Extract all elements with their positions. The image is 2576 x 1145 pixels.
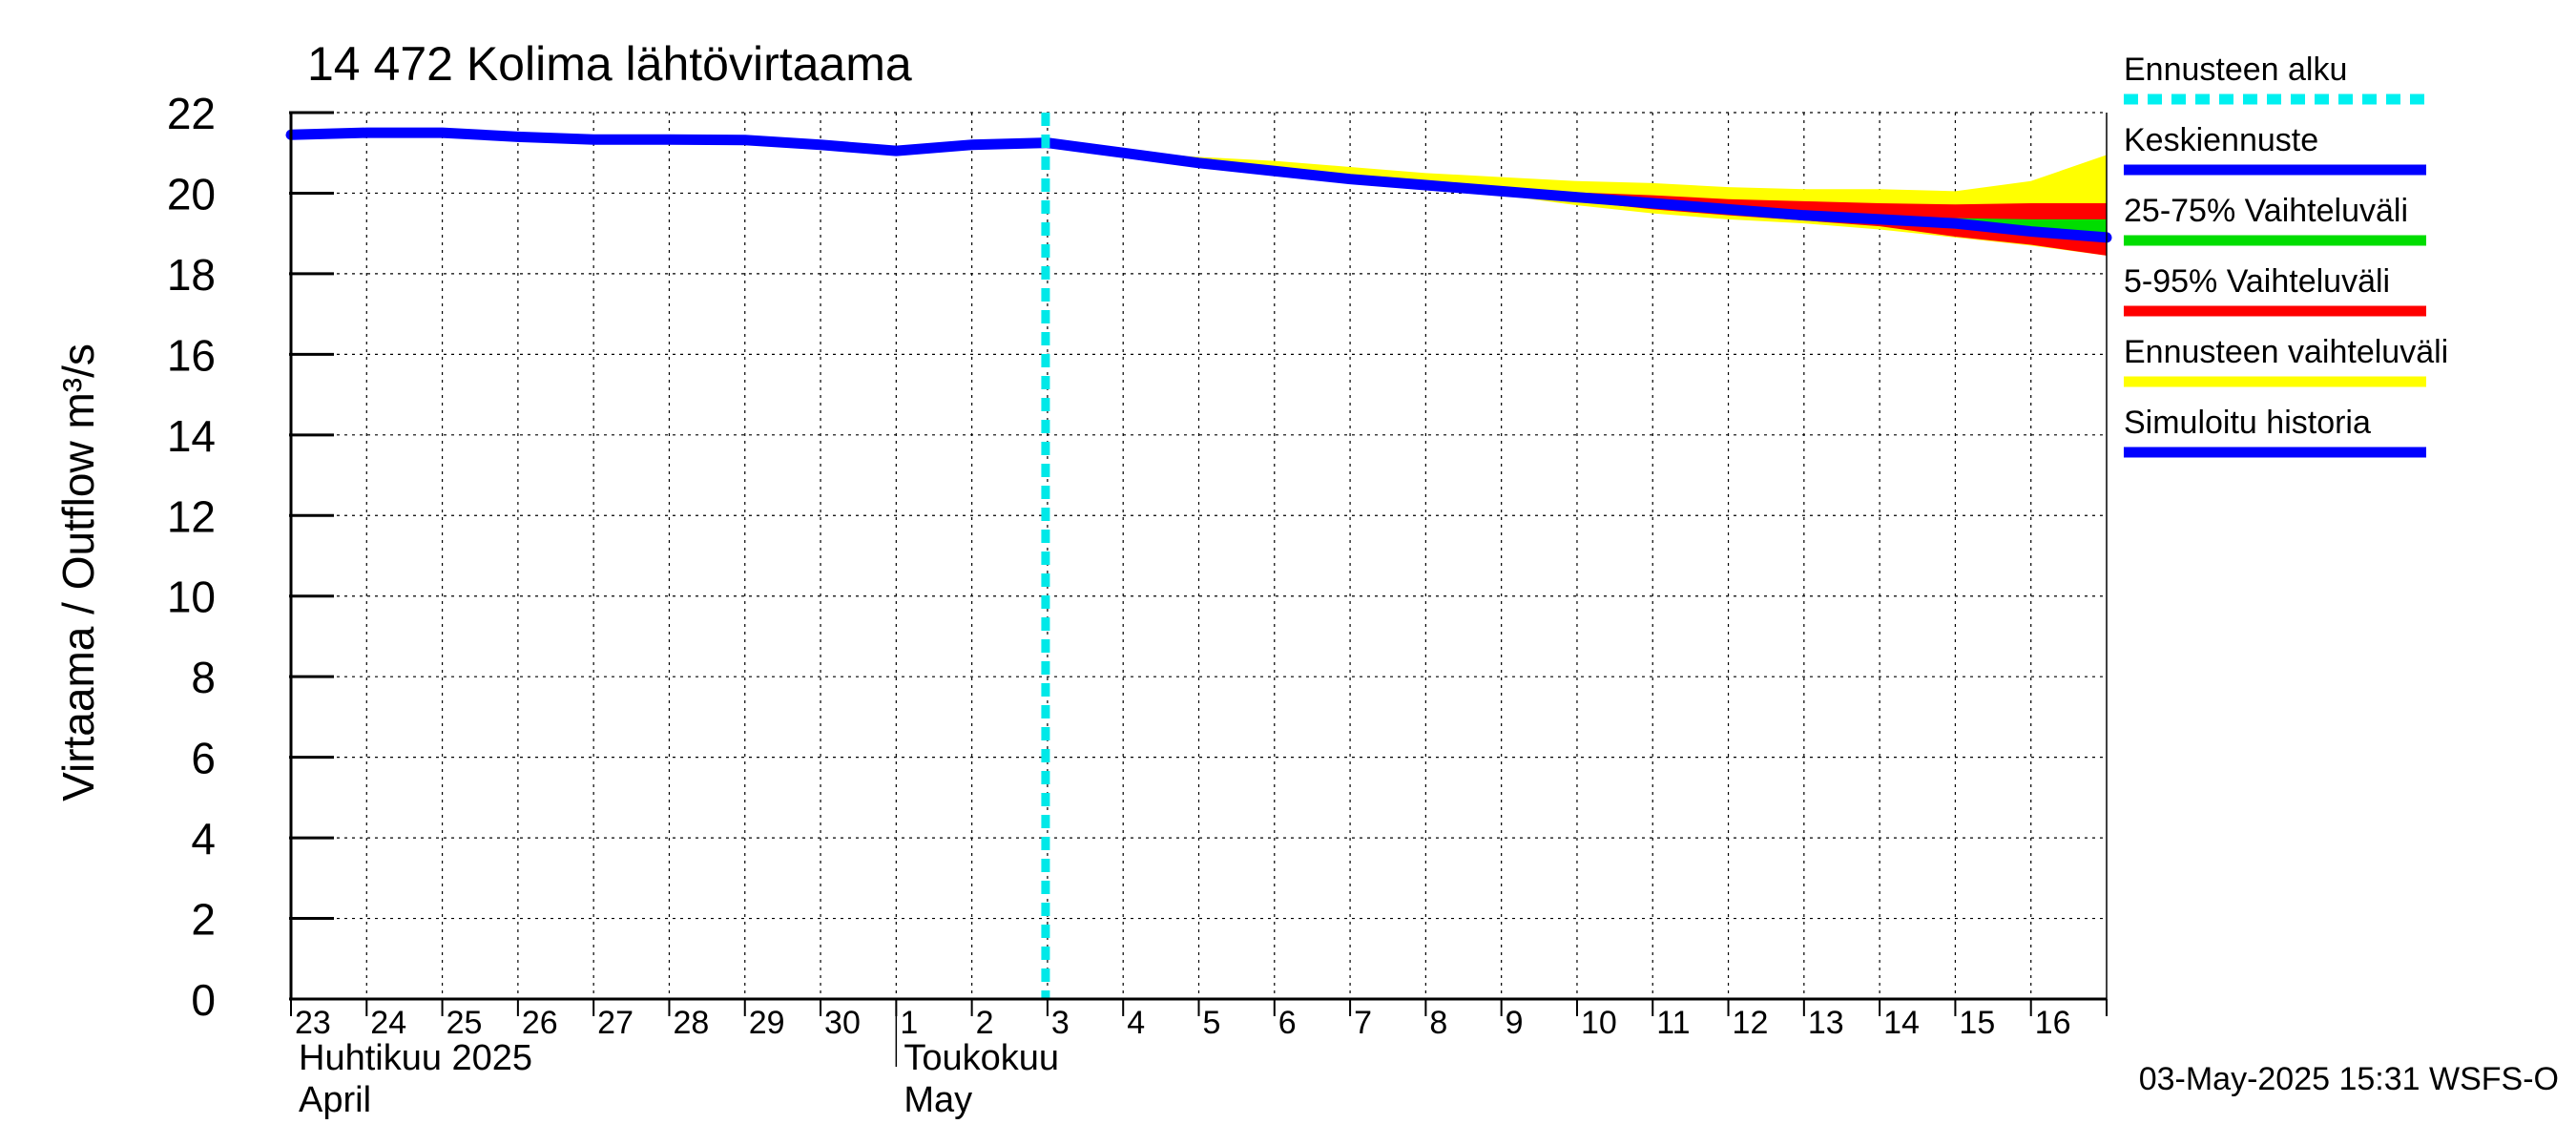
- month-label-en: April: [299, 1080, 371, 1120]
- series-lines: [285, 127, 2112, 243]
- x-tick-label: 13: [1808, 1005, 1844, 1041]
- x-tick-label: 5: [1203, 1005, 1221, 1041]
- x-tick-label: 26: [522, 1005, 558, 1041]
- x-tick-label: 2: [976, 1005, 994, 1041]
- x-tick-label: 23: [295, 1005, 331, 1041]
- x-tick-label: 6: [1278, 1005, 1297, 1041]
- legend-label-p25_75: 25-75% Vaihteluväli: [2124, 193, 2408, 229]
- x-tick-label: 11: [1656, 1005, 1690, 1041]
- y-tick-label: 8: [191, 653, 216, 702]
- legend-label-mean_forecast: Keskiennuste: [2124, 122, 2318, 158]
- x-tick-label: 15: [1959, 1005, 1995, 1041]
- y-tick-label: 18: [167, 250, 216, 300]
- x-tick-label: 10: [1581, 1005, 1617, 1041]
- timestamp: 03-May-2025 15:31 WSFS-O: [2139, 1061, 2559, 1097]
- y-tick-label: 2: [191, 895, 216, 945]
- series-line-simulated: [285, 127, 1053, 156]
- y-tick-label: 4: [191, 814, 216, 864]
- y-tick-label: 0: [191, 975, 216, 1025]
- month-label-fi: Toukokuu: [904, 1038, 1059, 1078]
- x-tick-label: 24: [370, 1005, 406, 1041]
- x-tick-label: 25: [447, 1005, 483, 1041]
- y-axis-label: Virtaama / Outflow m³/s: [53, 344, 103, 802]
- legend-label-full_range: Ennusteen vaihteluväli: [2124, 334, 2448, 370]
- legend-label-forecast_start: Ennusteen alku: [2124, 52, 2347, 88]
- x-tick-label: 7: [1354, 1005, 1372, 1041]
- x-tick-label: 16: [2035, 1005, 2071, 1041]
- month-label-fi: Huhtikuu 2025: [299, 1038, 532, 1078]
- x-tick-labels: 23 24 25 26 27 28 29 30 1 2 3 4 5 6 7 8 9 10 11 12 13 14 15 16: [290, 999, 2108, 1041]
- x-tick-label: 4: [1127, 1005, 1145, 1041]
- x-tick-label: 28: [673, 1005, 709, 1041]
- y-tick-label: 22: [167, 89, 216, 138]
- grid: [291, 112, 2107, 999]
- month-label-en: May: [904, 1080, 972, 1120]
- x-tick-label: 12: [1733, 1005, 1769, 1041]
- series-line-mean_forecast: [1042, 137, 2112, 243]
- x-tick-label: 30: [824, 1005, 861, 1041]
- chart-title: 14 472 Kolima lähtövirtaama: [307, 37, 912, 91]
- x-tick-label: 1: [900, 1005, 918, 1041]
- x-tick-label: 8: [1429, 1005, 1447, 1041]
- x-tick-label: 27: [597, 1005, 634, 1041]
- legend: Ennusteen alku Keskiennuste 25-75% Vaihtel…: [2124, 52, 2448, 458]
- y-tick-label: 12: [167, 491, 216, 541]
- y-tick-label: 10: [167, 572, 216, 622]
- x-tick-label: 14: [1883, 1005, 1920, 1041]
- y-tick-label: 14: [167, 411, 216, 461]
- y-tick-labels: 0 2 4 6 8 10 12 14 16 18 20 22: [167, 89, 334, 1025]
- y-tick-label: 16: [167, 330, 216, 380]
- x-tick-label: 9: [1506, 1005, 1524, 1041]
- x-tick-label: 29: [749, 1005, 785, 1041]
- legend-label-p5_95: 5-95% Vaihteluväli: [2124, 263, 2390, 300]
- legend-label-simulated: Simuloitu historia: [2124, 405, 2371, 441]
- x-tick-label: 3: [1051, 1005, 1070, 1041]
- y-tick-label: 6: [191, 734, 216, 783]
- y-tick-label: 20: [167, 169, 216, 219]
